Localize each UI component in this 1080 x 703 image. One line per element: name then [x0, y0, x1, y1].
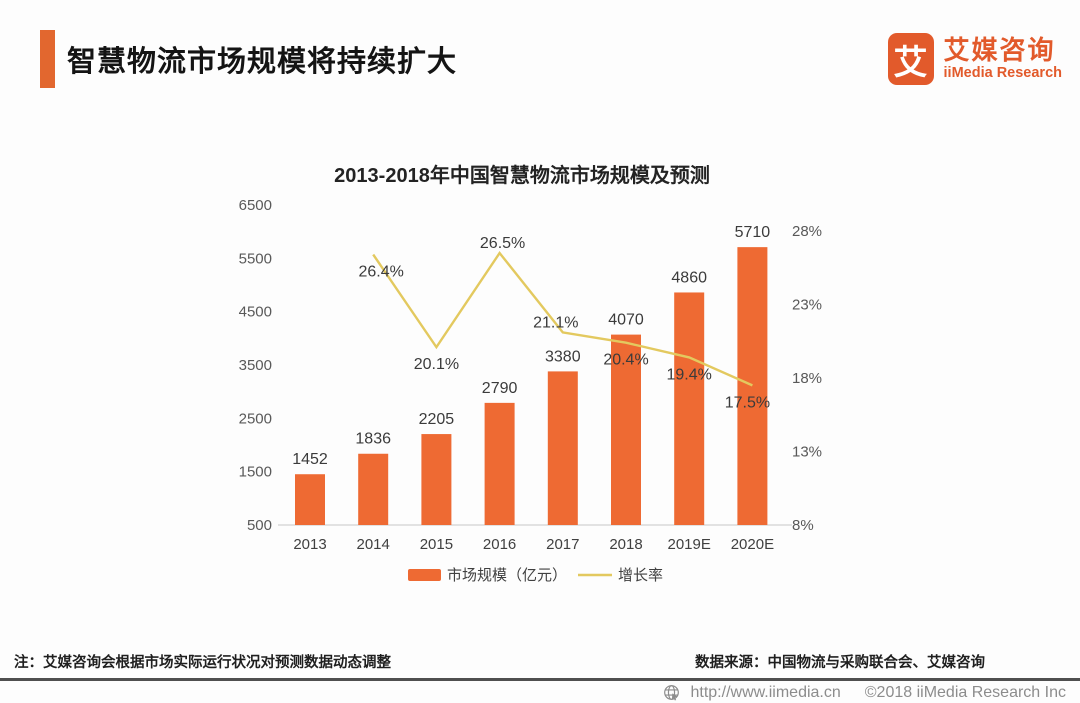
bar-2018	[611, 334, 641, 525]
left-axis-tick-3500: 3500	[239, 357, 272, 374]
left-axis-tick-1500: 1500	[239, 464, 272, 481]
combo-chart: 2013-2018年中国智慧物流市场规模及预测 500 1500 2500 3500 45…	[239, 163, 822, 584]
bar-label-2015: 2205	[419, 411, 455, 428]
growth-label-2017: 21.1%	[533, 314, 578, 331]
growth-label-2015: 20.1%	[414, 356, 459, 373]
page-header: 智慧物流市场规模将持续扩大 艾 艾媒咨询 iiMedia Research	[40, 26, 1062, 92]
bar-2019E	[674, 292, 705, 525]
bar-label-2017: 3380	[545, 348, 581, 365]
logo-name-cn: 艾媒咨询	[943, 34, 1056, 65]
footer-url: http://www.iimedia.cn	[690, 683, 841, 701]
left-axis-tick-6500: 6500	[239, 197, 272, 214]
note-disclaimer: 注：艾媒咨询会根据市场实际运行状况对预测数据动态调整	[14, 655, 391, 671]
right-axis-tick-13: 13%	[792, 444, 822, 461]
bar-label-2016: 2790	[482, 380, 518, 397]
bar-2014	[358, 453, 389, 525]
logo: 艾 艾媒咨询 iiMedia Research	[887, 33, 1062, 85]
globe-icon	[664, 685, 680, 701]
x-axis-label-2020E: 2020E	[731, 536, 774, 553]
x-axis-label-2016: 2016	[483, 536, 516, 553]
footer: http://www.iimedia.cn ©2018 iiMedia Rese…	[0, 682, 1066, 703]
logo-name-en: iiMedia Research	[943, 65, 1062, 82]
bar-2016	[484, 402, 515, 525]
x-axis-label-2017: 2017	[546, 536, 579, 553]
bar-2017	[547, 371, 578, 525]
right-axis-tick-8: 8%	[792, 517, 814, 534]
right-axis-tick-18: 18%	[792, 370, 822, 387]
x-axis-label-2018: 2018	[609, 536, 642, 553]
growth-label-2016: 26.5%	[480, 235, 525, 252]
x-axis-label-2019E: 2019E	[668, 536, 711, 553]
notes-row: 注：艾媒咨询会根据市场实际运行状况对预测数据动态调整 数据来源：中国物流与采购联…	[14, 651, 985, 672]
bar-label-2013: 1452	[292, 451, 328, 468]
left-axis-tick-4500: 4500	[239, 304, 272, 321]
bar-2015	[421, 434, 452, 525]
bar-label-2020E: 5710	[735, 224, 771, 241]
footer-copyright: ©2018 iiMedia Research Inc	[864, 683, 1066, 701]
bar-label-2014: 1836	[355, 431, 391, 448]
left-axis-tick-5500: 5500	[239, 250, 272, 267]
legend-bar-label: 市场规模（亿元）	[447, 567, 567, 584]
bar-2020E	[737, 247, 768, 525]
left-axis-tick-2500: 2500	[239, 410, 272, 427]
growth-label-2020E: 17.5%	[725, 394, 770, 411]
bar-label-2019E: 4860	[671, 269, 707, 286]
bar-2013	[295, 474, 325, 525]
legend-line-label: 增长率	[618, 567, 663, 584]
right-axis-tick-23: 23%	[792, 297, 822, 314]
growth-label-2019E: 19.4%	[667, 366, 712, 383]
growth-label-2018: 20.4%	[603, 352, 648, 369]
x-axis-label-2015: 2015	[420, 536, 453, 553]
left-axis-tick-500: 500	[247, 517, 272, 534]
logo-text: 艾媒咨询 iiMedia Research	[944, 36, 1062, 83]
title-accent-bar	[40, 30, 55, 88]
data-source: 数据来源：中国物流与采购联合会、艾媒咨询	[695, 655, 985, 671]
growth-label-2014: 26.4%	[359, 264, 404, 281]
legend-bar-swatch	[408, 569, 441, 581]
chart-title: 2013-2018年中国智慧物流市场规模及预测	[334, 163, 710, 187]
x-axis-label-2013: 2013	[293, 536, 326, 553]
right-axis-tick-28: 28%	[792, 223, 822, 240]
page-title: 智慧物流市场规模将持续扩大	[67, 46, 458, 78]
logo-icon: 艾	[887, 33, 934, 85]
footer-divider	[0, 678, 1080, 681]
bar-label-2018: 4070	[608, 312, 644, 329]
growth-line	[372, 251, 753, 387]
x-axis-label-2014: 2014	[357, 536, 390, 553]
logo-glyph: 艾	[893, 43, 928, 82]
